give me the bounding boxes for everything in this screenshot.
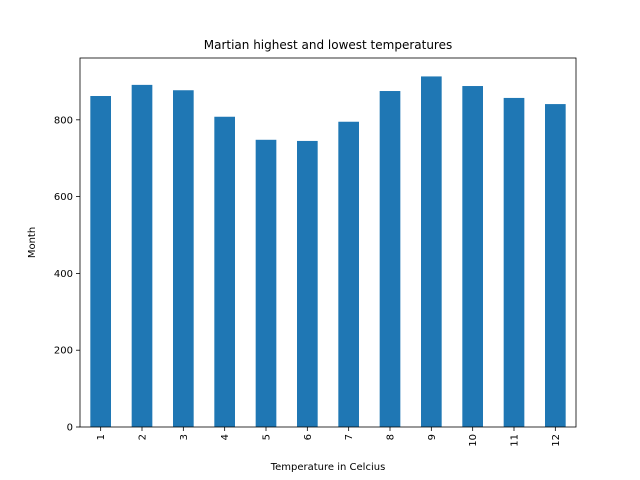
x-tick-label: 4 [220,434,231,440]
y-tick-label: 400 [54,269,73,280]
x-tick-label: 2 [138,434,149,440]
bar-month-2 [131,84,153,427]
bar-month-12 [545,104,566,427]
y-axis-ticks: 0 200 400 600 800 [54,115,80,434]
plot-frame [79,57,577,428]
y-tick-label: 200 [54,346,73,357]
x-tick-label: 6 [303,434,314,440]
bar-month-9 [421,76,442,428]
bar-month-6 [297,140,318,427]
x-tick-label: 9 [427,434,438,440]
x-axis-ticks: 1 2 3 4 5 6 7 8 9 10 11 12 [96,427,562,447]
bar-month-4 [214,116,235,427]
x-tick-label: 11 [510,434,521,447]
chart-title: Martian highest and lowest temperatures [204,38,452,52]
bar-month-8 [379,91,401,428]
x-tick-label: 8 [386,434,397,440]
x-tick-label: 1 [96,434,107,440]
x-tick-label: 10 [468,434,479,447]
bar-month-5 [255,139,277,428]
x-tick-label: 5 [262,434,273,440]
bar-month-10 [462,86,483,427]
bars-group [90,76,566,428]
bar-month-7 [338,121,359,428]
y-tick-label: 600 [54,192,73,203]
y-axis-label: Month [27,227,38,258]
bar-month-3 [173,90,194,427]
x-axis-label: Temperature in Celcius [270,462,386,473]
x-tick-label: 7 [344,434,355,440]
x-tick-label: 12 [551,434,562,447]
bar-month-1 [90,96,111,427]
y-tick-label: 0 [67,423,73,434]
x-tick-label: 3 [179,434,190,440]
bar-month-11 [503,97,525,428]
y-tick-label: 800 [54,115,73,126]
